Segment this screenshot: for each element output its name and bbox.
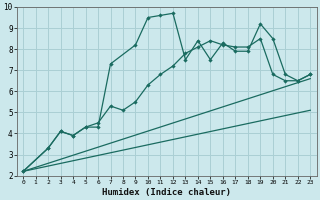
X-axis label: Humidex (Indice chaleur): Humidex (Indice chaleur): [102, 188, 231, 197]
